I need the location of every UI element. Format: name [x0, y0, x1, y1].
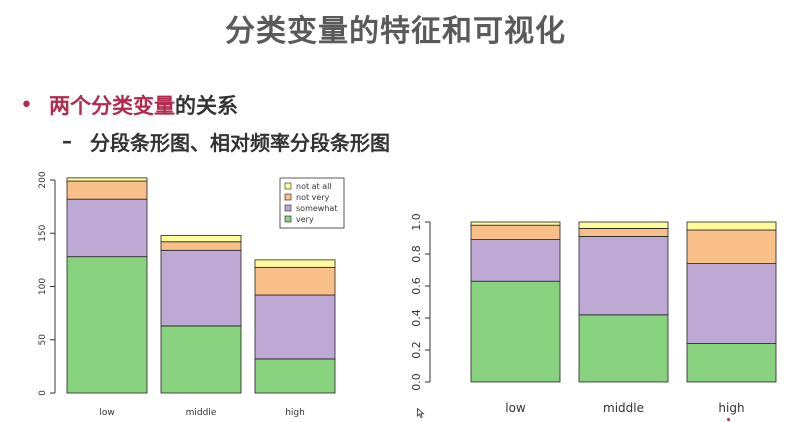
legend-swatch: [284, 204, 292, 212]
bar-segment-high-very: [686, 343, 777, 383]
bar-segment-low-not-very: [66, 180, 148, 200]
bullet-dot-icon: •: [20, 92, 33, 118]
legend: not at all not very somewhat very: [279, 177, 345, 229]
y-tick-label: 0.6: [410, 277, 423, 295]
bar-segment-middle-somewhat: [160, 249, 242, 327]
y-tick-label: 150: [38, 224, 48, 241]
bar-segment-low-somewhat: [66, 198, 148, 258]
bar-segment-middle-very: [578, 314, 669, 383]
stacked-bar-chart-relative: 0.0 0.2 0.4 0.6 0.8 1.0 low middle high: [410, 213, 777, 415]
bar-segment-middle-somewhat: [578, 236, 669, 316]
bar-segment-low-somewhat: [470, 239, 561, 282]
bar-segment-middle-not-at-all: [578, 221, 669, 229]
x-category-label: middle: [186, 408, 217, 418]
bar-segment-middle-not-at-all: [160, 234, 242, 243]
y-tick-label: 100: [38, 278, 48, 295]
bar-segment-middle-very: [160, 325, 242, 394]
sub-bullet-dash: –: [62, 129, 72, 153]
bar-segment-high-not-at-all: [686, 221, 777, 231]
bar-segment-high-not-very: [686, 229, 777, 264]
y-tick-label: 0: [38, 390, 48, 396]
bullet-highlight: 两个分类变量: [48, 94, 175, 118]
bar-segment-high-very: [254, 358, 336, 394]
y-tick-label: 200: [38, 171, 48, 188]
sub-bullet-item: – 分段条形图、相对频率分段条形图: [62, 126, 390, 156]
bar-segment-high-somewhat: [254, 294, 336, 360]
y-tick-label: 1.0: [410, 213, 423, 231]
y-tick-label: 0.2: [410, 341, 423, 359]
legend-label: somewhat: [296, 204, 337, 213]
mouse-cursor-icon: [417, 408, 425, 418]
sub-bullet-text: 分段条形图、相对频率分段条形图: [90, 130, 390, 155]
y-tick-label: 0.8: [410, 245, 423, 263]
bar-segment-high-not-at-all: [254, 259, 336, 268]
pointer-dot: [727, 418, 730, 421]
bar-segment-low-very: [470, 280, 561, 383]
bar-segment-high-somewhat: [686, 263, 777, 344]
x-category-label: high: [718, 401, 744, 415]
slide-title: 分类变量的特征和可视化: [225, 14, 566, 49]
bar-segment-high-not-very: [254, 266, 336, 296]
legend-label: very: [296, 215, 314, 224]
bar-segment-middle-not-very: [578, 227, 669, 237]
y-tick-label: 50: [38, 334, 48, 346]
bar-segment-low-not-at-all: [66, 177, 148, 182]
x-category-label: high: [285, 408, 305, 418]
legend-label: not at all: [296, 182, 332, 191]
stacked-bar-chart-counts: 0 50 100 150 200 low middle high not at all not v…: [38, 171, 345, 418]
x-category-label: middle: [603, 401, 644, 415]
legend-label: not very: [296, 193, 330, 202]
bar-segment-middle-not-very: [160, 241, 242, 251]
bullet-rest: 的关系: [174, 94, 238, 118]
legend-swatch: [284, 193, 292, 201]
x-category-label: low: [99, 408, 114, 418]
bullet-item: • 两个分类变量的关系: [20, 90, 238, 120]
x-category-label: low: [505, 401, 526, 415]
bar-segment-low-very: [66, 256, 148, 394]
y-tick-label: 0.4: [410, 309, 423, 327]
legend-swatch: [284, 215, 292, 223]
bar-segment-low-not-at-all: [470, 221, 561, 226]
bullet-text: 两个分类变量的关系: [49, 90, 238, 120]
bar-segment-low-not-very: [470, 224, 561, 241]
legend-swatch: [284, 182, 292, 190]
y-tick-label: 0.0: [410, 373, 423, 391]
